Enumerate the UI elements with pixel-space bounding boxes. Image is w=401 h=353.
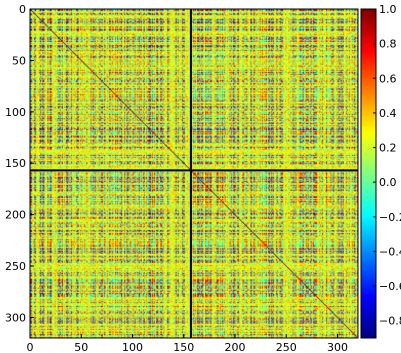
colorbar-tick-label: −0.6	[379, 280, 401, 293]
x-axis: 0 50 100 150 200 250 300	[27, 334, 348, 353]
x-tick-label: 0	[27, 341, 34, 353]
colorbar: 1.0 0.8 0.6 0.4 0.2 0.0 −0.2 −0.4 −0.6 −0.8	[360, 3, 401, 339]
colorbar-tick-label: −0.8	[379, 315, 401, 328]
colorbar-tick-label: 0.0	[379, 176, 397, 189]
y-tick-label: 100	[5, 106, 26, 119]
x-tick-label: 250	[276, 341, 297, 353]
x-tick-label: 300	[327, 341, 348, 353]
colorbar-gradient	[361, 9, 376, 338]
colorbar-tick-label: −0.2	[379, 211, 401, 224]
y-tick-label: 150	[5, 157, 26, 170]
y-tick-label: 200	[5, 209, 26, 222]
x-tick-label: 150	[173, 341, 194, 353]
x-tick-label: 100	[122, 341, 143, 353]
x-tick-label: 200	[225, 341, 246, 353]
colorbar-ticks: 1.0 0.8 0.6 0.4 0.2 0.0 −0.2 −0.4 −0.6 −0.8	[373, 3, 401, 328]
y-tick-label: 300	[5, 311, 26, 324]
heatmap-matrix	[30, 9, 358, 338]
colorbar-tick-label: 0.8	[379, 38, 397, 51]
x-tick-label: 50	[74, 341, 88, 353]
y-axis: 0 50 100 150 200 250 300	[5, 3, 34, 324]
y-tick-label: 50	[12, 54, 26, 67]
colorbar-tick-label: −0.4	[379, 245, 401, 258]
y-tick-label: 250	[5, 260, 26, 273]
colorbar-tick-label: 0.4	[379, 107, 397, 120]
colorbar-tick-label: 1.0	[379, 3, 397, 16]
plot-frame	[29, 8, 359, 339]
heatmap-image	[30, 9, 358, 338]
colorbar-tick-label: 0.2	[379, 142, 397, 155]
colorbar-frame	[360, 8, 377, 339]
colorbar-tick-label: 0.6	[379, 72, 397, 85]
y-tick-label: 0	[19, 3, 26, 16]
